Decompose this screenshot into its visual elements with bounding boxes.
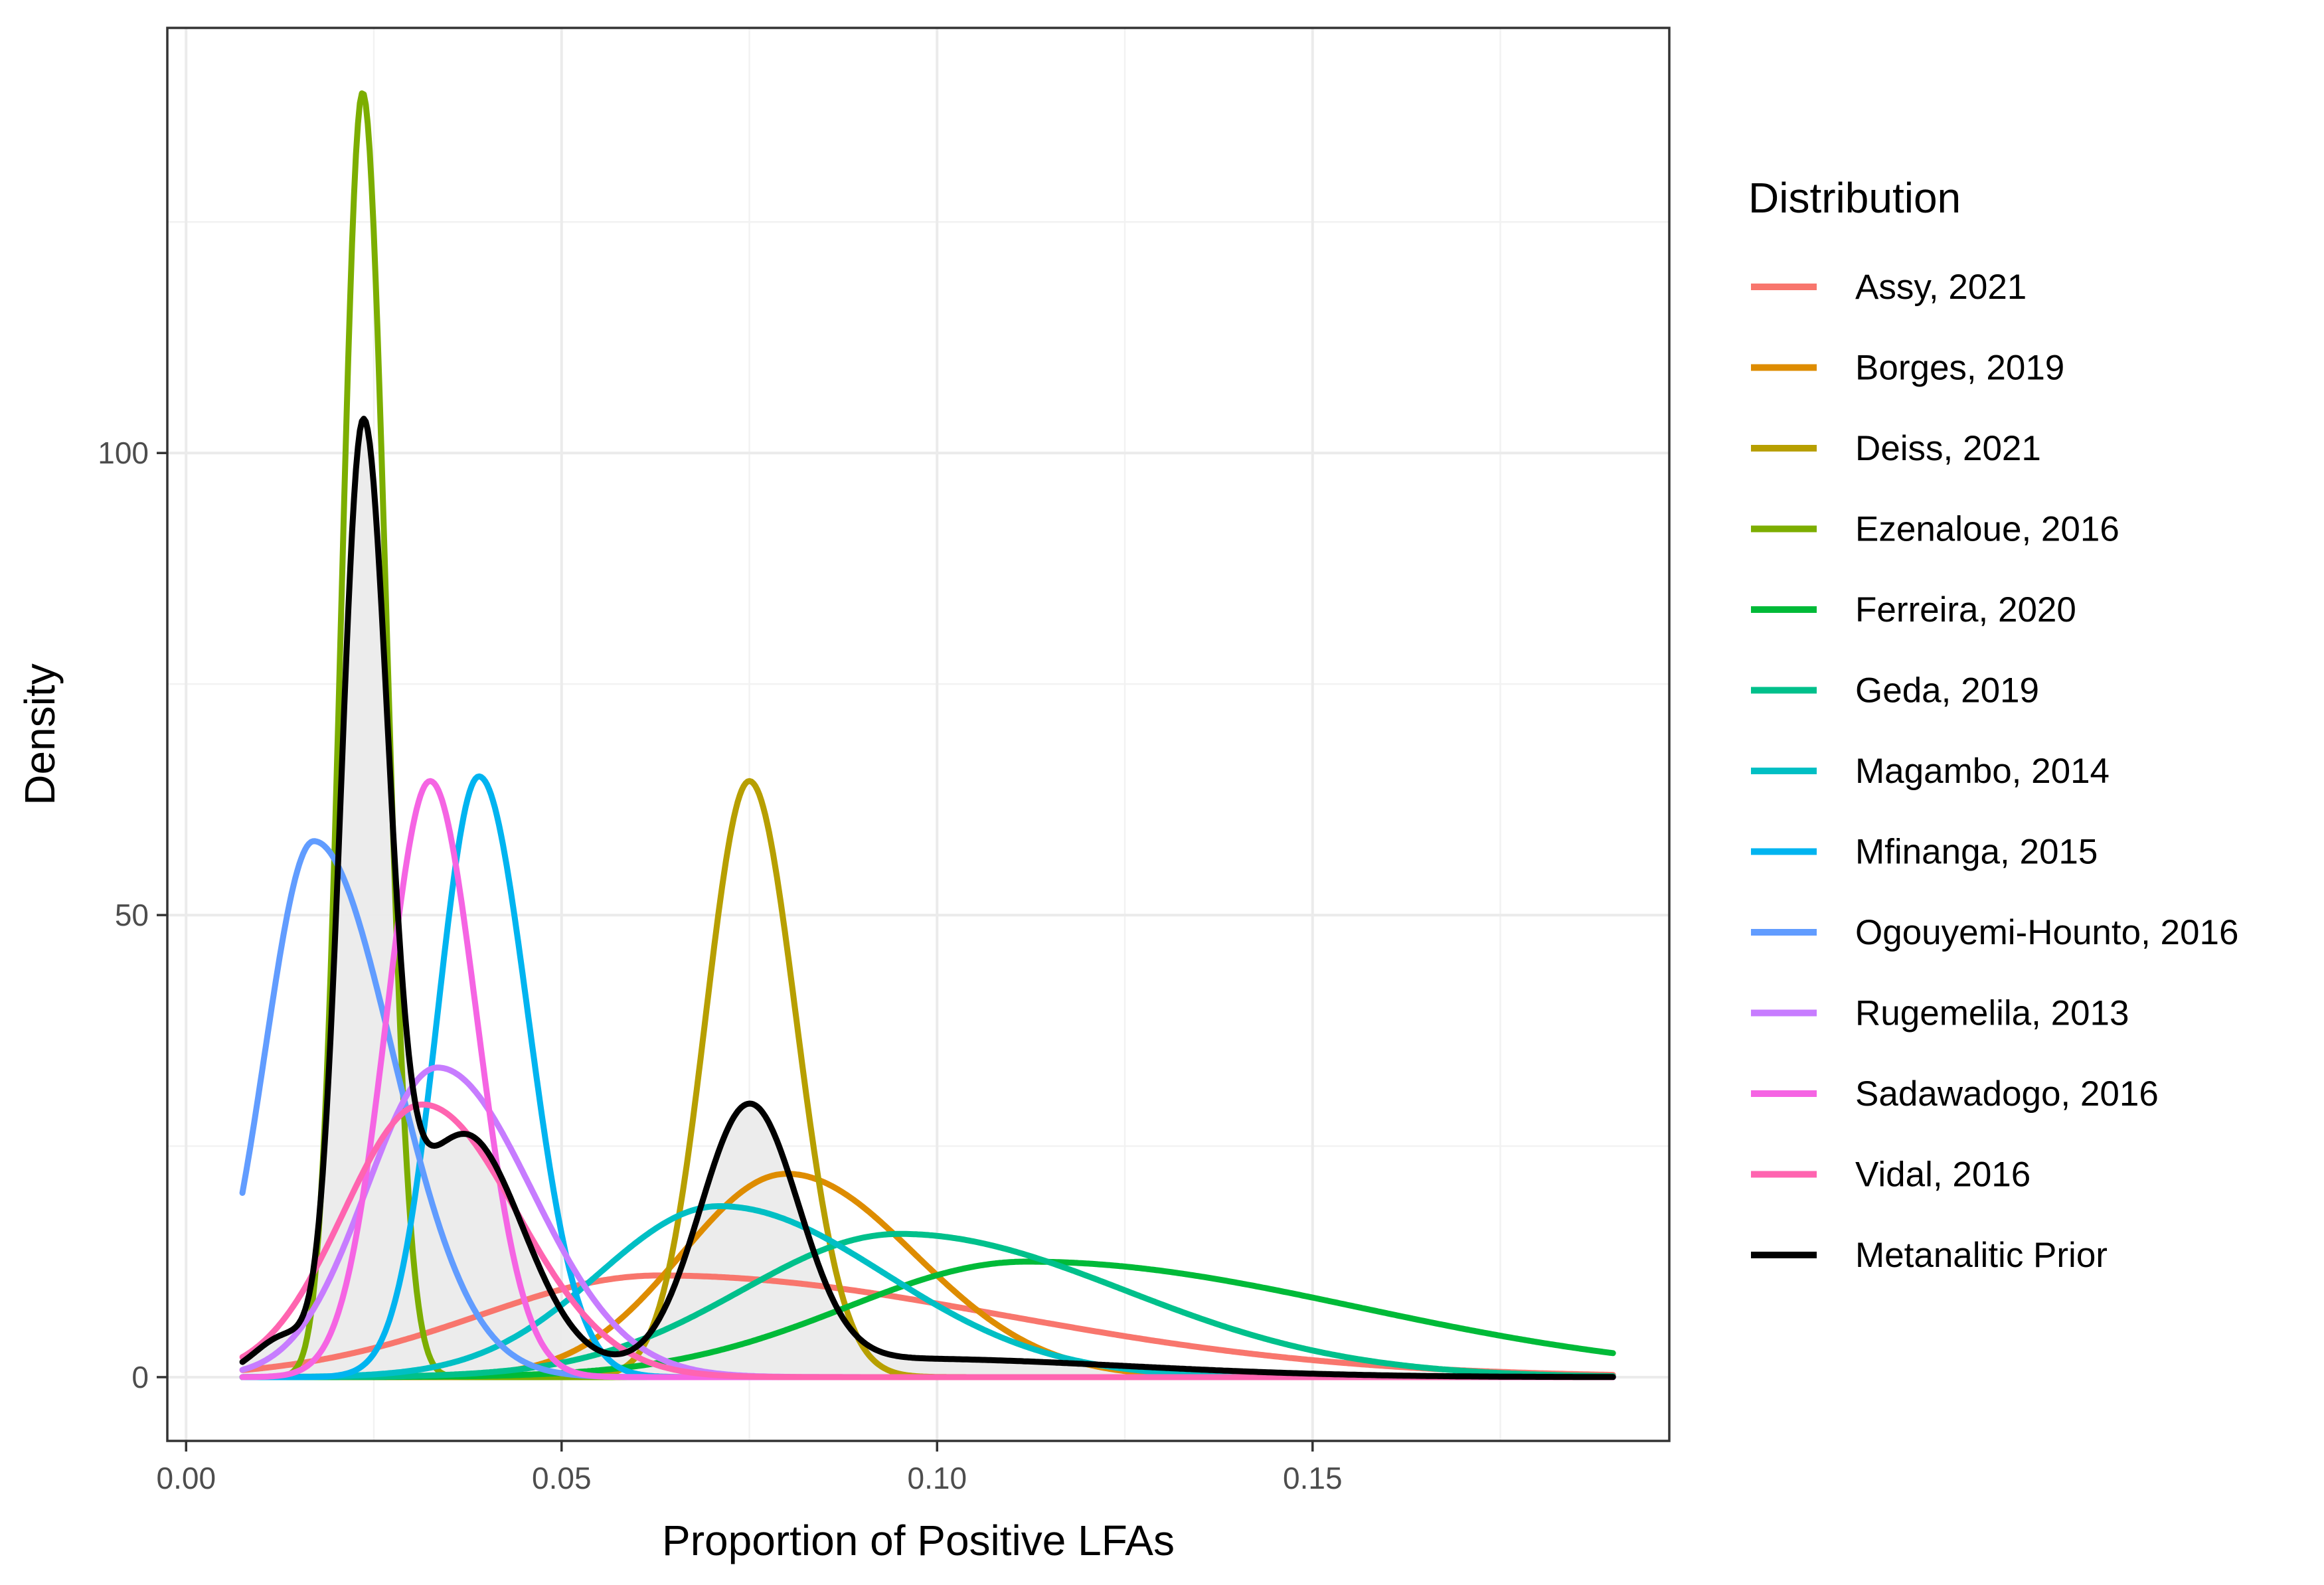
x-tick-label: 0.10 (908, 1461, 967, 1495)
legend-label: Geda, 2019 (1855, 671, 2039, 710)
legend-label: Vidal, 2016 (1855, 1155, 2031, 1195)
y-tick-label: 50 (115, 898, 149, 932)
y-tick-label: 100 (98, 436, 149, 470)
x-axis-title: Proportion of Positive LFAs (662, 1517, 1175, 1564)
legend-label: Metanalitic Prior (1855, 1236, 2108, 1275)
legend-label: Assy, 2021 (1855, 268, 2027, 307)
legend-label: Ezenaloue, 2016 (1855, 510, 2119, 549)
series-line-geda-2019 (239, 1230, 1616, 1380)
legend-label: Ferreira, 2020 (1855, 590, 2076, 629)
legend-label: Magambo, 2014 (1855, 752, 2110, 791)
y-axis-title: Density (16, 663, 64, 805)
series-line-metanalitic-prior (239, 416, 1616, 1380)
legend-title: Distribution (1748, 174, 1961, 222)
series-layer (239, 90, 1616, 1380)
x-tick-label: 0.15 (1283, 1461, 1343, 1495)
x-tick-label: 0.00 (157, 1461, 216, 1495)
legend-label: Rugemelila, 2013 (1855, 994, 2129, 1033)
plot-panel-border (166, 27, 1671, 1442)
axis-ticks: 0.00 0.05 0.10 0.15 0 50 100 (98, 436, 1342, 1495)
legend-label: Borges, 2019 (1855, 349, 2064, 388)
y-tick-label: 0 (131, 1360, 149, 1394)
legend-label: Ogouyemi-Hounto, 2016 (1855, 913, 2238, 952)
legend: Distribution Assy, 2021 Borges, 2019 Deiss… (1748, 174, 2238, 1275)
series-area-metanalitic-prior (242, 418, 1614, 1377)
legend-label: Deiss, 2021 (1855, 429, 2041, 468)
legend-label: Mfinanga, 2015 (1855, 833, 2098, 872)
x-tick-label: 0.05 (532, 1461, 592, 1495)
legend-label: Sadawadogo, 2016 (1855, 1074, 2159, 1114)
